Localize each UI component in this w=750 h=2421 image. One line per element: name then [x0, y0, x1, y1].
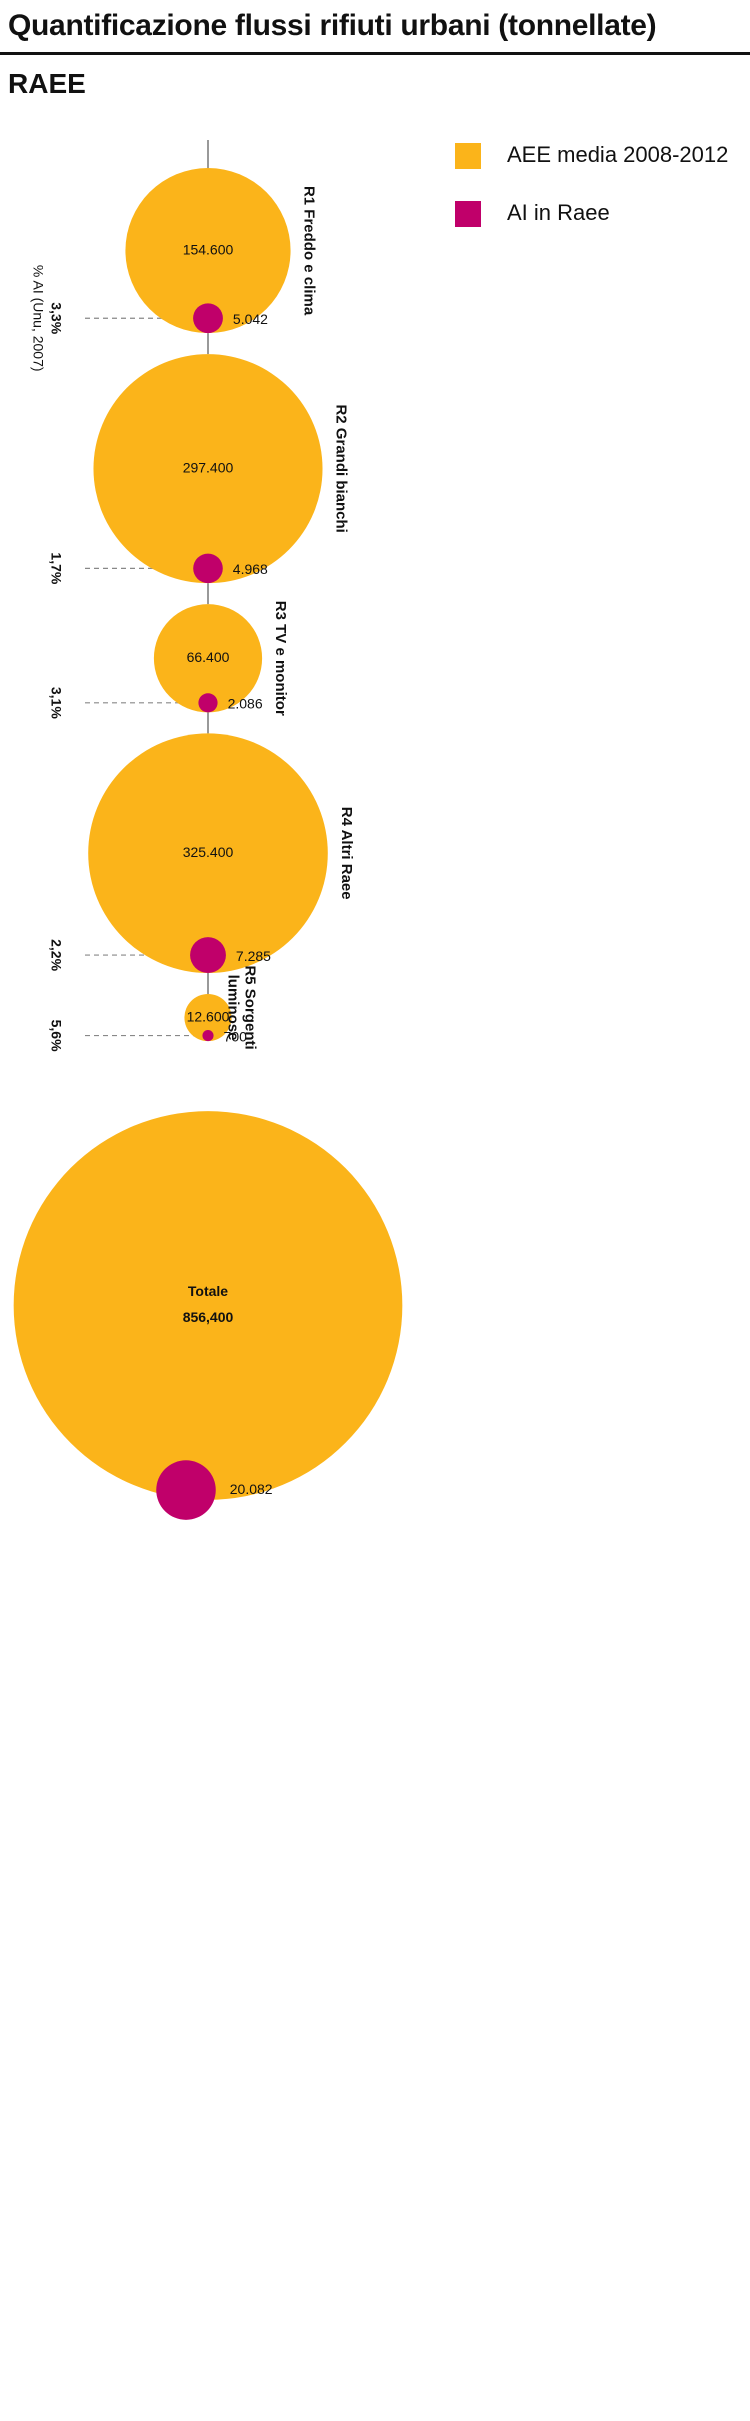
- total-ai-value-label: 20.082: [230, 1481, 273, 1497]
- ai-value-label-1: 5.042: [233, 311, 268, 327]
- aee-value-label-3: 66.400: [187, 649, 230, 665]
- aee-value-label-4: 325.400: [183, 844, 234, 860]
- category-label-1: R1 Freddo e clima: [301, 186, 318, 316]
- aee-bubble-4: [88, 733, 328, 973]
- ai-value-label-2: 4.968: [233, 561, 268, 577]
- category-label-5-line-2: luminose: [225, 975, 242, 1041]
- aee-bubble-2: [93, 354, 323, 584]
- percent-label-4: 2,2%: [48, 939, 64, 971]
- category-label-5-line-1: R5 Sorgenti: [242, 965, 259, 1049]
- aee-bubble-total: [13, 1111, 403, 1500]
- percent-label-3: 3,1%: [48, 687, 64, 719]
- ai-value-label-5: 700: [224, 1028, 248, 1044]
- aee-value-label-5: 12.600: [187, 1008, 230, 1024]
- percent-note: % AI (Unu, 2007): [30, 265, 46, 372]
- percent-label-5: 5,6%: [48, 1020, 64, 1052]
- category-label-3: R3 TV e monitor: [272, 601, 289, 716]
- category-label-2: R2 Grandi bianchi: [333, 404, 350, 532]
- aee-bubble-1: [125, 168, 291, 334]
- ai-bubble-total: [156, 1460, 216, 1520]
- aee-value-label-1: 154.600: [183, 241, 234, 257]
- chart-subtitle: RAEE: [8, 68, 86, 99]
- ai-bubble-4: [190, 937, 226, 973]
- ai-bubble-1: [193, 303, 223, 334]
- legend-swatch-ai: [455, 201, 481, 227]
- ai-bubble-2: [193, 553, 223, 584]
- total-name-label: Totale: [188, 1283, 228, 1299]
- aee-bubbles: [13, 168, 403, 1500]
- aee-bubble-5: [184, 993, 232, 1042]
- chart-title: Quantificazione flussi rifiuti urbani (t…: [8, 9, 657, 42]
- title-rule: [0, 52, 750, 55]
- legend-label-aee: AEE media 2008-2012: [507, 142, 729, 167]
- aee-bubble-3: [153, 604, 263, 713]
- category-label-4: R4 Altri Raee: [338, 807, 355, 900]
- ai-bubble-5: [202, 1030, 214, 1042]
- ai-bubbles: [156, 303, 226, 1520]
- percent-label-2: 1,7%: [48, 552, 64, 584]
- legend-label-ai: AI in Raee: [507, 200, 610, 225]
- aee-value-label-2: 297.400: [183, 459, 234, 475]
- percent-label-1: 3,3%: [48, 302, 64, 334]
- legend-swatch-aee: [455, 143, 481, 169]
- total-aee-value-label: 856,400: [183, 1309, 234, 1325]
- ai-bubble-3: [198, 693, 218, 713]
- ai-value-label-4: 7.285: [236, 948, 271, 964]
- ai-value-label-3: 2.086: [228, 696, 263, 712]
